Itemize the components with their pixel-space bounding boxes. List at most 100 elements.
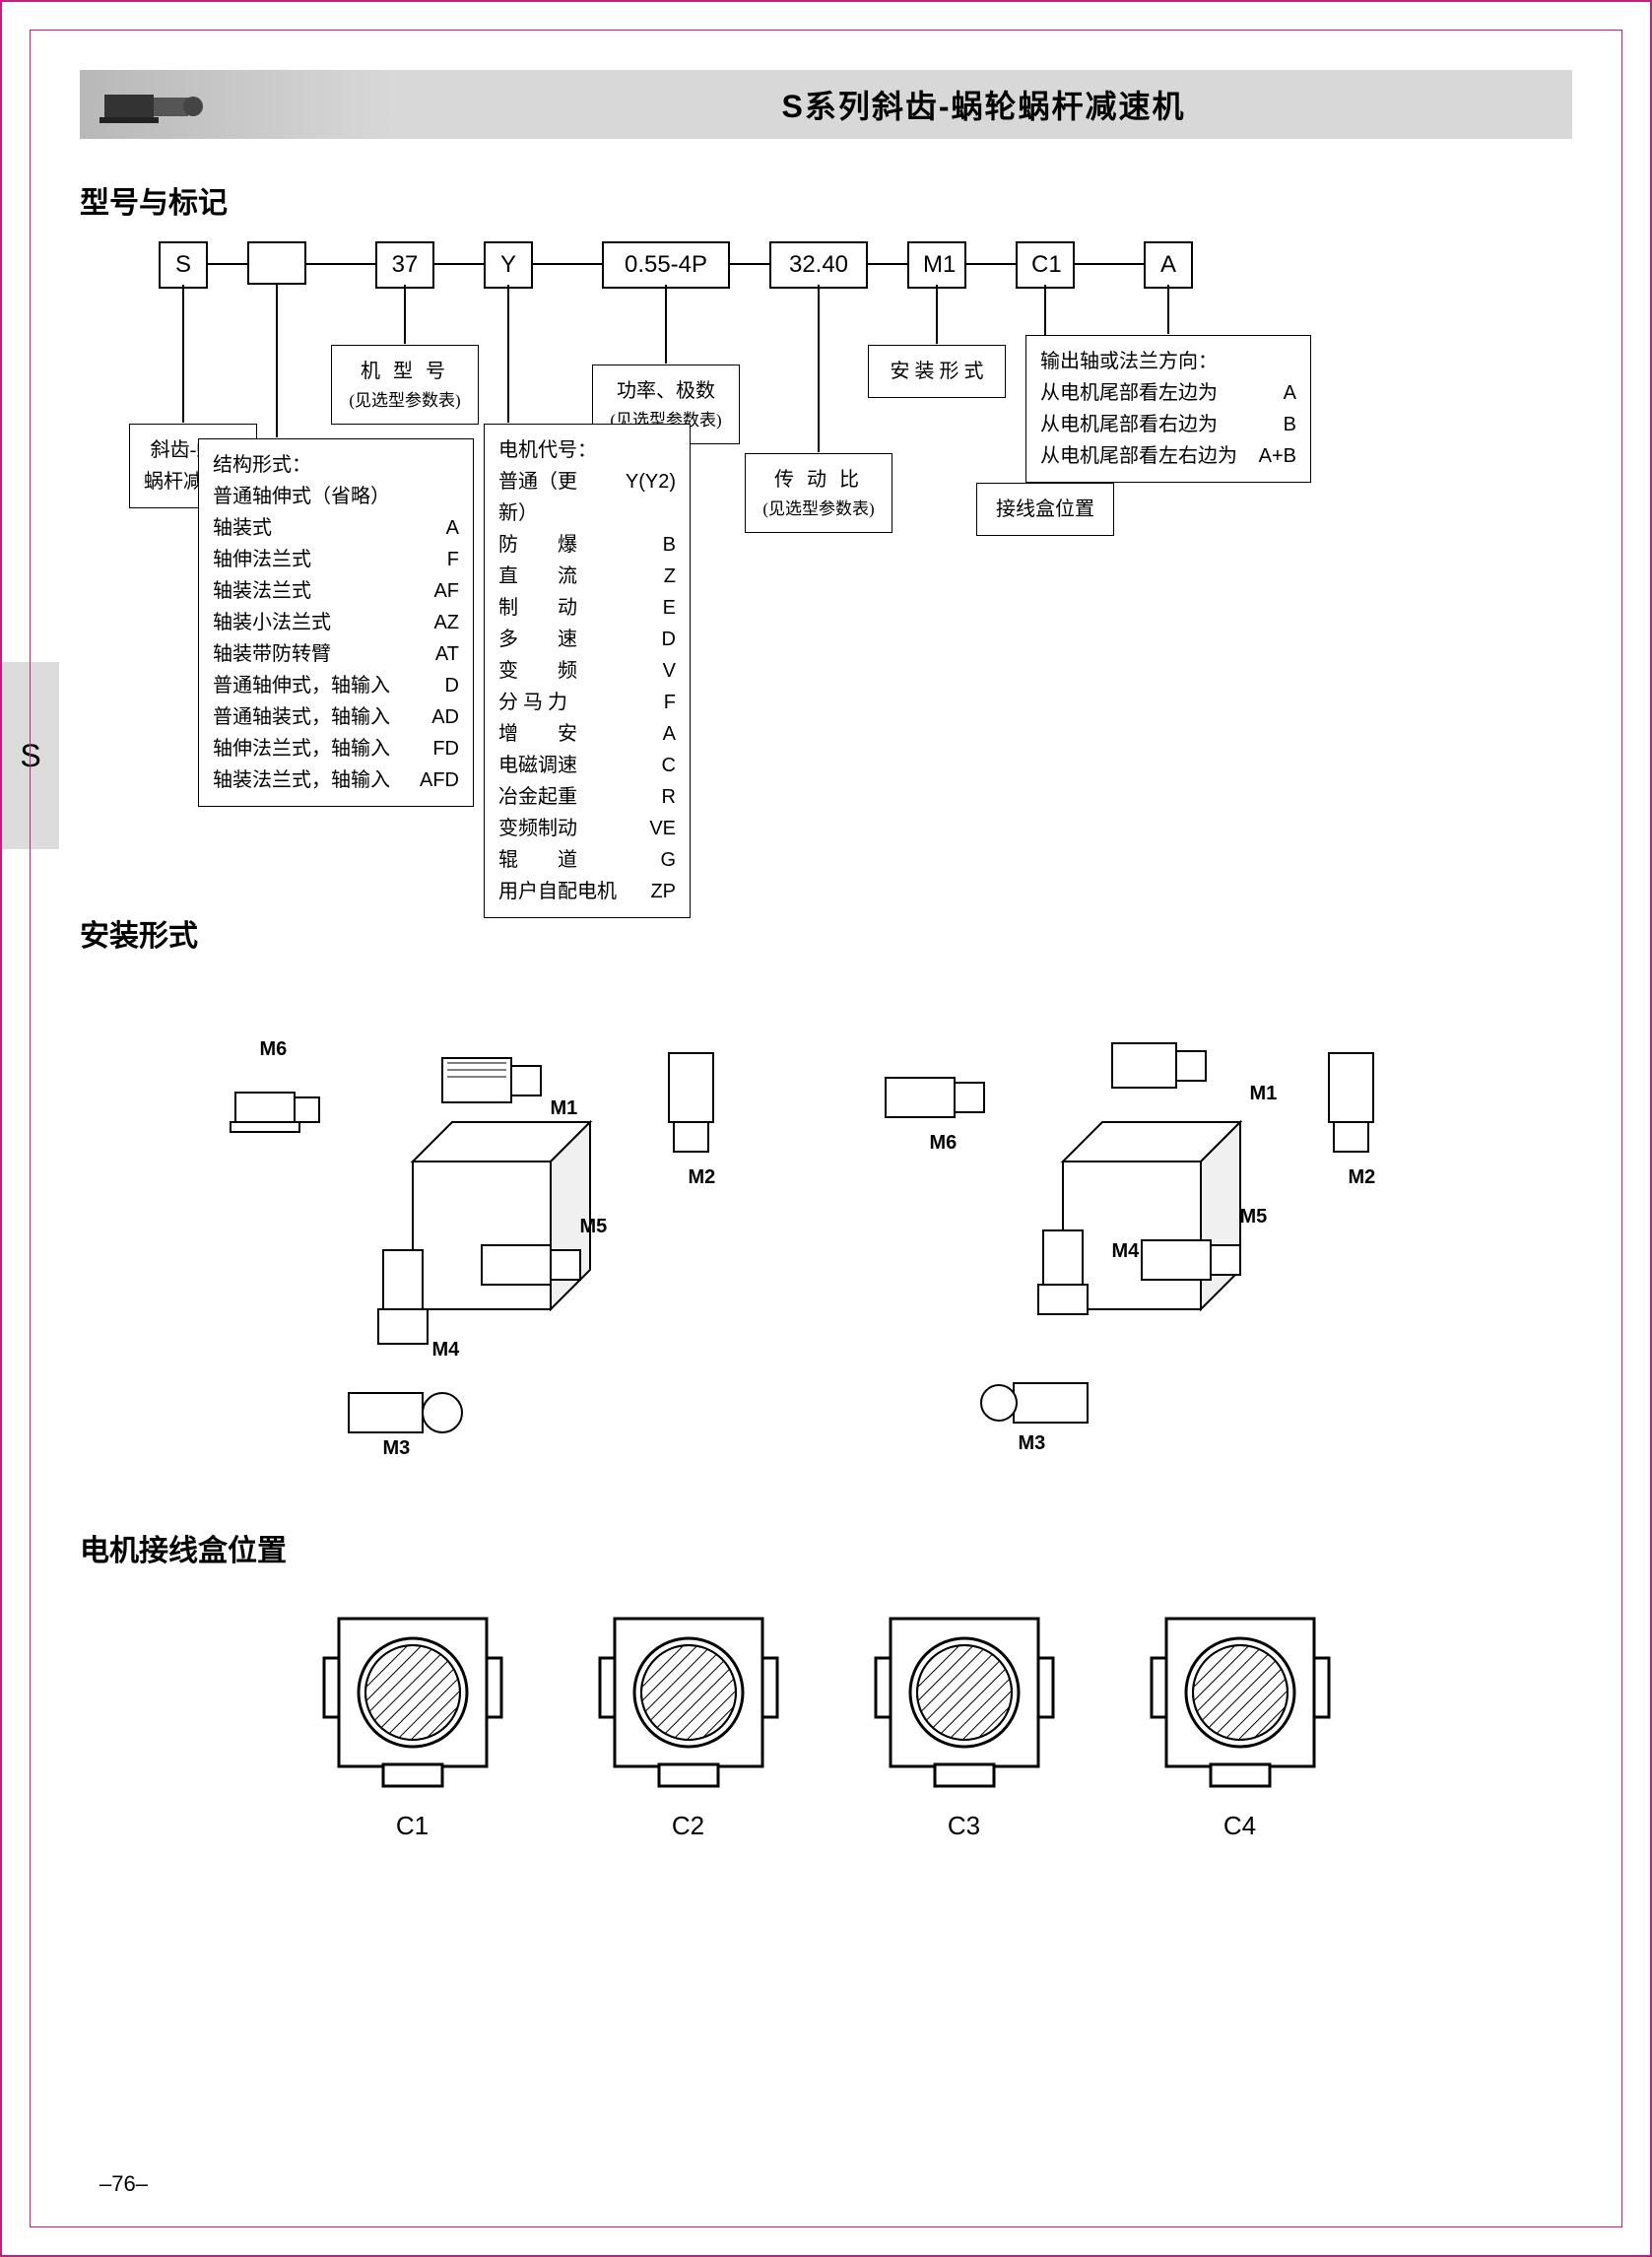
desc-b3-title: 机 型 号 xyxy=(346,356,464,387)
kv-key: 增 安 xyxy=(498,718,577,750)
junction-box-item: C3 xyxy=(866,1599,1063,1841)
model-box-2 xyxy=(247,241,306,285)
label-m1-l: M1 xyxy=(551,1097,578,1120)
junction-box-item: C2 xyxy=(590,1599,787,1841)
desc-b7: 安 装 形 式 xyxy=(868,345,1006,398)
kv-val: V xyxy=(663,655,676,687)
section-2-title: 安装形式 xyxy=(80,911,1572,955)
page-number: –76– xyxy=(99,2171,148,2197)
kv-key: 轴伸法兰式，轴输入 xyxy=(213,733,390,764)
kv-row: 从电机尾部看左边为 A xyxy=(1040,377,1296,409)
kv-row: 辊 道G xyxy=(498,844,676,876)
kv-val: R xyxy=(662,781,676,813)
label-m5-l: M5 xyxy=(580,1216,608,1238)
motor-icon xyxy=(99,80,218,129)
kv-val: ZP xyxy=(650,876,676,907)
kv-key: 从电机尾部看左边为 xyxy=(1040,377,1218,409)
kv-key: 轴装法兰式 xyxy=(213,575,311,607)
junction-box-label: C2 xyxy=(590,1811,787,1841)
kv-val: D xyxy=(445,670,459,701)
desc-b4: 电机代号： 普通（更新）Y(Y2)防 爆B直 流Z制 动E多 速D变 频V分 马… xyxy=(484,424,691,918)
kv-val: E xyxy=(663,592,676,624)
mini-motor-m3-r xyxy=(974,1359,1122,1447)
label-m5-r: M5 xyxy=(1240,1206,1268,1228)
junction-box-item: C1 xyxy=(314,1599,511,1841)
mini-motor-m4-r xyxy=(1024,1221,1112,1329)
kv-row: 分 马 力F xyxy=(498,687,676,718)
kv-row: 轴装小法兰式 AZ xyxy=(213,607,459,638)
kv-val: F xyxy=(447,544,459,575)
kv-key: 多 速 xyxy=(498,624,577,655)
header-motor-image xyxy=(80,70,395,139)
kv-key: 普通轴伸式，轴输入 xyxy=(213,670,390,701)
kv-row: 轴装法兰式，轴输入AFD xyxy=(213,764,459,796)
desc-b5-title: 功率、极数 xyxy=(607,375,725,407)
kv-row: 普通（更新）Y(Y2) xyxy=(498,466,676,529)
kv-val: A xyxy=(1284,377,1296,409)
kv-val: AT xyxy=(435,638,459,670)
install-diagrams: M6 M1 M2 M5 M4 M3 M6 M1 M2 M5 M4 M xyxy=(80,994,1572,1467)
kv-val: D xyxy=(662,624,676,655)
junction-box-icon xyxy=(314,1599,511,1796)
kv-key: 制 动 xyxy=(498,592,577,624)
kv-val: A xyxy=(446,512,459,544)
junction-box-label: C1 xyxy=(314,1811,511,1841)
kv-key: 分 马 力 xyxy=(498,687,567,718)
kv-key: 轴装小法兰式 xyxy=(213,607,331,638)
mini-motor-m5-r xyxy=(1132,1216,1260,1304)
kv-row: 轴伸法兰式F xyxy=(213,544,459,575)
desc-b3: 机 型 号 (见选型参数表) xyxy=(331,345,479,425)
mini-motor-m1-l xyxy=(432,1029,561,1127)
kv-row: 直 流Z xyxy=(498,561,676,592)
mini-motor-m1-r xyxy=(1102,1014,1221,1112)
desc-b6: 传 动 比 (见选型参数表) xyxy=(745,453,892,533)
kv-key: 冶金起重 xyxy=(498,781,577,813)
kv-val: AZ xyxy=(433,607,459,638)
label-m6-r: M6 xyxy=(930,1132,958,1155)
kv-row: 增 安A xyxy=(498,718,676,750)
label-m1-r: M1 xyxy=(1250,1083,1278,1105)
section-1-title: 型号与标记 xyxy=(80,178,1572,222)
model-diagram: S 37 Y 0.55-4P 32.40 M1 C1 A 斜齿-蜗轮 蜗杆减速机 xyxy=(119,241,1572,832)
kv-val: AF xyxy=(433,575,459,607)
kv-key: 电磁调速 xyxy=(498,750,577,781)
junction-box-icon xyxy=(1142,1599,1339,1796)
junction-box-icon xyxy=(590,1599,787,1796)
desc-b9-title: 输出轴或法兰方向： xyxy=(1040,346,1296,377)
kv-key: 轴装带防转臂 xyxy=(213,638,331,670)
kv-row: 轴装法兰式 AF xyxy=(213,575,459,607)
kv-key: 普通轴装式，轴输入 xyxy=(213,701,390,733)
kv-key: 从电机尾部看左右边为 xyxy=(1040,440,1237,472)
kv-row: 用户自配电机ZP xyxy=(498,876,676,907)
label-m4-r: M4 xyxy=(1112,1240,1140,1263)
kv-val: B xyxy=(663,529,676,561)
desc-b8: 接线盒位置 xyxy=(976,483,1114,536)
desc-b2: 结构形式： 普通轴伸式（省略）轴装式A轴伸法兰式F轴装法兰式AF轴装小法兰式AZ… xyxy=(198,438,474,807)
kv-key: 从电机尾部看右边为 xyxy=(1040,409,1218,440)
kv-row: 制 动E xyxy=(498,592,676,624)
desc-b6-sub: (见选型参数表) xyxy=(760,496,878,522)
kv-key: 直 流 xyxy=(498,561,577,592)
kv-row: 普通轴伸式，轴输入 D xyxy=(213,670,459,701)
mini-motor-m2-l xyxy=(649,1043,748,1171)
model-box-3: 37 xyxy=(375,241,434,289)
kv-val: FD xyxy=(432,733,459,764)
model-box-6: 32.40 xyxy=(769,241,868,289)
page-content: S系列斜齿-蜗轮蜗杆减速机 型号与标记 S 37 Y 0.55-4P 32.40… xyxy=(30,30,1622,2227)
desc-b6-title: 传 动 比 xyxy=(760,464,878,496)
kv-key: 轴装式 xyxy=(213,512,272,544)
label-m2-l: M2 xyxy=(689,1166,716,1189)
kv-row: 轴装带防转臂 AT xyxy=(213,638,459,670)
kv-row: 变 频V xyxy=(498,655,676,687)
junction-box-label: C3 xyxy=(866,1811,1063,1841)
kv-key: 变频制动 xyxy=(498,813,577,844)
mini-motor-m6-l xyxy=(226,1063,334,1152)
header-bar: S系列斜齿-蜗轮蜗杆减速机 xyxy=(80,70,1572,139)
kv-key: 变 频 xyxy=(498,655,577,687)
kv-val: C xyxy=(662,750,676,781)
kv-row: 从电机尾部看右边为B xyxy=(1040,409,1296,440)
kv-val: AFD xyxy=(420,764,459,796)
model-box-4: Y xyxy=(484,241,533,289)
kv-val: A xyxy=(663,718,676,750)
mini-motor-m6-r xyxy=(876,1048,1004,1137)
